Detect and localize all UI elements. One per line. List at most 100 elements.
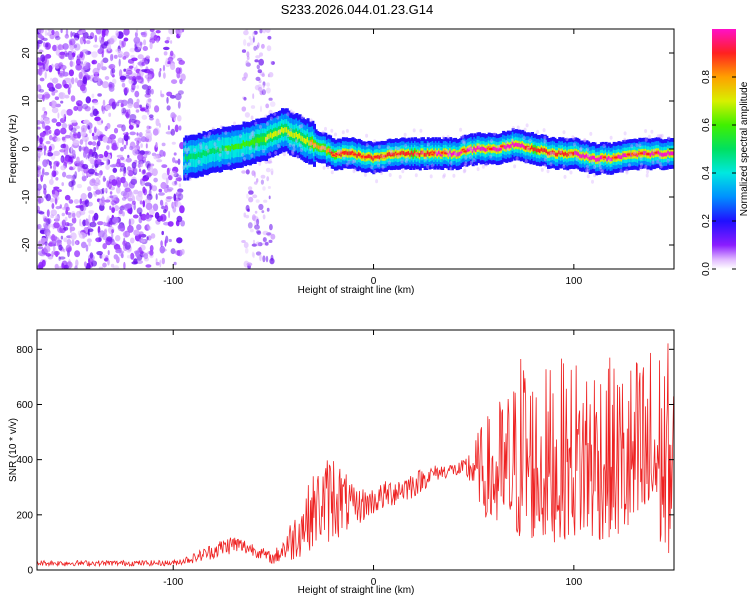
noise-speckle [134,90,140,98]
noise-speckle [127,190,133,198]
noise-speckle [72,165,77,169]
noise-speckle [255,229,261,234]
ridge-segment [285,127,289,133]
noise-speckle [470,147,474,152]
y-tick-label: 200 [16,510,33,521]
noise-speckle [160,90,162,97]
noise-speckle [51,118,58,123]
noise-speckle [146,223,150,229]
noise-speckle [227,162,231,167]
noise-speckle [252,239,256,245]
noise-speckle [262,237,267,243]
noise-speckle [203,134,207,139]
noise-speckle [68,69,74,77]
colorbar-tick-label: 0.6 [701,118,712,132]
noise-speckle [49,165,53,169]
ridge-segment [588,156,592,161]
noise-speckle [490,139,493,144]
noise-speckle [489,154,493,159]
noise-speckle [267,186,271,189]
noise-speckle [44,125,51,131]
noise-speckle [73,44,78,49]
noise-speckle [292,143,296,148]
ridge-segment [619,155,623,159]
noise-speckle [268,152,272,157]
noise-speckle [92,135,98,140]
noise-speckle [154,57,159,62]
noise-speckle [268,195,271,200]
noise-speckle [51,77,59,84]
noise-speckle [37,165,42,171]
noise-speckle [583,138,587,143]
noise-speckle [111,202,115,208]
noise-speckle [96,251,103,256]
noise-speckle [108,98,116,106]
colorbar: 0.0 0.2 0.4 0.6 0.8 Normalized spectral ampl… [701,29,750,276]
noise-speckle [659,164,663,169]
ridge-segment [566,153,570,157]
noise-speckle [43,222,49,229]
noise-speckle [102,262,107,268]
ridge-segment [474,148,478,152]
noise-speckle [86,238,92,243]
noise-speckle [68,124,74,131]
noise-speckle [58,43,62,50]
ridge-segment [287,129,291,135]
spectrogram-x-label: Height of straight line (km) [298,285,415,296]
noise-speckle [381,165,385,170]
noise-speckle [123,37,129,42]
noise-speckle [91,164,95,169]
noise-speckle [261,210,265,214]
noise-speckle [135,193,143,202]
noise-speckle [133,258,138,264]
noise-speckle [497,144,500,149]
noise-speckle [39,77,45,82]
noise-speckle [143,39,147,46]
noise-speckle [120,190,128,197]
noise-speckle [52,44,58,52]
noise-speckle [252,252,255,259]
noise-speckle [44,241,48,246]
noise-speckle [78,71,83,80]
noise-speckle [167,221,174,227]
noise-speckle [161,230,164,236]
noise-speckle [254,224,260,230]
noise-speckle [246,262,253,267]
noise-speckle [130,119,137,123]
noise-speckle [94,158,102,165]
noise-speckle [583,138,587,143]
ridge-segment [386,152,390,157]
ridge-segment [545,149,549,154]
noise-speckle [291,151,295,156]
noise-speckle [250,105,256,109]
noise-speckle [104,229,107,234]
noise-speckle [93,44,99,48]
noise-speckle [155,30,161,34]
ridge-segment [231,143,235,150]
noise-speckle [62,43,69,50]
noise-speckle [79,51,84,58]
noise-speckle [51,241,55,247]
noise-speckle [97,221,104,226]
noise-speckle [446,135,450,139]
noise-speckle [104,125,108,132]
noise-speckle [145,55,151,60]
ridge-segment [357,152,361,157]
ridge-segment [596,157,600,162]
noise-speckle [46,232,51,238]
noise-speckle [88,258,91,266]
ridge-segment [244,141,248,148]
noise-speckle [65,222,70,227]
noise-speckle [253,45,257,51]
noise-speckle [60,127,67,135]
noise-speckle [149,42,153,50]
noise-speckle [260,174,266,179]
noise-speckle [55,137,61,142]
noise-speckle [91,260,97,267]
noise-speckle [188,162,191,167]
noise-speckle [137,153,144,161]
ridge-segment [498,147,502,152]
ridge-segment [183,156,187,162]
noise-speckle [44,194,49,199]
noise-speckle [262,255,266,263]
